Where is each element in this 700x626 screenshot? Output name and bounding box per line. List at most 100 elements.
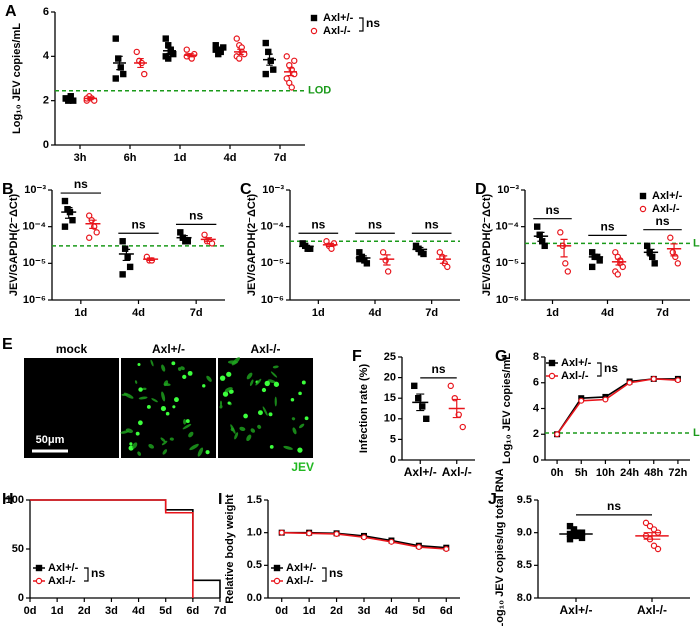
significance-label: ns: [607, 499, 621, 513]
y-tick-label: 0: [533, 454, 539, 466]
cell: [189, 443, 199, 451]
legend-significance: ns: [366, 16, 380, 30]
infected-cell: [137, 420, 143, 426]
marker: [177, 229, 184, 236]
significance-label: ns: [655, 214, 669, 228]
infected-cell: [187, 370, 193, 376]
y-tick-label: 1.5: [247, 494, 262, 506]
x-tick-label: Axl-/-: [637, 603, 667, 617]
cell: [219, 405, 223, 409]
series-line: [30, 499, 194, 598]
infected-cell: [290, 397, 295, 402]
marker: [356, 255, 363, 263]
infected-cell: [129, 442, 133, 446]
panel-label: A: [5, 3, 17, 20]
lod-label: LOD: [693, 427, 700, 439]
y-tick-label: 15: [384, 392, 396, 404]
y-tick-label: 10⁻⁴: [23, 221, 46, 233]
x-tick-label: 24h: [620, 467, 639, 479]
marker: [602, 396, 609, 403]
infected-cell: [257, 410, 263, 416]
cell: [239, 426, 246, 432]
marker: [167, 46, 174, 53]
cell: [250, 428, 256, 433]
marker: [626, 379, 633, 386]
y-tick-label: 8: [533, 351, 539, 363]
marker: [643, 242, 651, 250]
cell: [197, 447, 204, 457]
marker: [120, 70, 127, 78]
x-tick-label: 5d: [412, 605, 425, 617]
significance-label: ns: [74, 177, 88, 191]
marker: [61, 197, 69, 205]
infected-cell: [261, 387, 267, 393]
y-tick-label: 0: [43, 139, 49, 151]
legend-label: Axl+/-: [652, 190, 683, 202]
sem-bar: [87, 96, 94, 101]
series-line: [556, 378, 678, 435]
marker: [674, 260, 682, 267]
marker: [236, 55, 243, 62]
cell: [161, 364, 166, 372]
cell: [123, 392, 134, 399]
cell: [272, 365, 279, 369]
panel-label: B: [2, 181, 14, 198]
marker: [578, 534, 586, 542]
x-tick-label: 4d: [132, 605, 145, 617]
y-tick-label: 10⁻³: [24, 184, 46, 196]
y-tick-label: 4: [533, 402, 540, 414]
infected-cell: [227, 401, 231, 405]
sem-bar: [66, 96, 73, 101]
infected-cell: [202, 384, 206, 388]
infected-cell: [268, 412, 273, 417]
cell: [177, 367, 182, 372]
sem-bar: [383, 254, 391, 266]
cell: [270, 371, 278, 378]
marker: [333, 530, 340, 537]
x-tick-label: 48h: [644, 467, 663, 479]
marker: [444, 263, 451, 271]
infected-cell: [226, 372, 231, 377]
sem-bar: [116, 55, 123, 71]
cell: [274, 396, 277, 407]
marker: [388, 538, 395, 545]
panel-label: C: [240, 181, 252, 198]
x-tick-label: 4d: [132, 307, 145, 319]
lod-label: LOD: [308, 85, 331, 97]
sem-bar: [187, 53, 194, 58]
y-axis-label: Infection rate (%): [358, 364, 370, 454]
x-tick-label: 7d: [190, 307, 203, 319]
x-tick-label: 4d: [601, 307, 614, 319]
infected-cell: [243, 413, 248, 419]
marker: [112, 75, 119, 82]
micrograph: [24, 358, 119, 458]
marker: [363, 260, 371, 267]
marker: [119, 238, 126, 245]
marker: [411, 382, 418, 390]
marker: [233, 35, 240, 42]
cell: [148, 443, 154, 449]
infected-cell: [182, 374, 187, 379]
y-tick-label: 10⁻⁵: [261, 257, 284, 269]
x-tick-label: 5h: [575, 467, 588, 479]
cell: [283, 445, 293, 450]
x-tick-label: 7d: [656, 307, 669, 319]
significance-label: ns: [545, 203, 559, 217]
panel-label: J: [488, 491, 497, 508]
cell: [227, 360, 238, 364]
marker: [650, 526, 658, 533]
marker: [267, 57, 274, 64]
legend-label: Axl+/-: [323, 12, 354, 24]
marker: [283, 53, 290, 60]
marker: [384, 268, 392, 275]
x-tick-label: 5d: [159, 605, 172, 617]
y-tick-label: 10⁻⁴: [496, 221, 519, 233]
x-tick-label: 2d: [78, 605, 91, 617]
marker: [447, 382, 454, 390]
marker: [184, 238, 192, 245]
legend-label: Axl-/-: [48, 575, 76, 587]
marker: [651, 260, 658, 267]
marker: [420, 250, 427, 258]
cell: [230, 424, 236, 434]
panel-label: G: [495, 348, 507, 365]
